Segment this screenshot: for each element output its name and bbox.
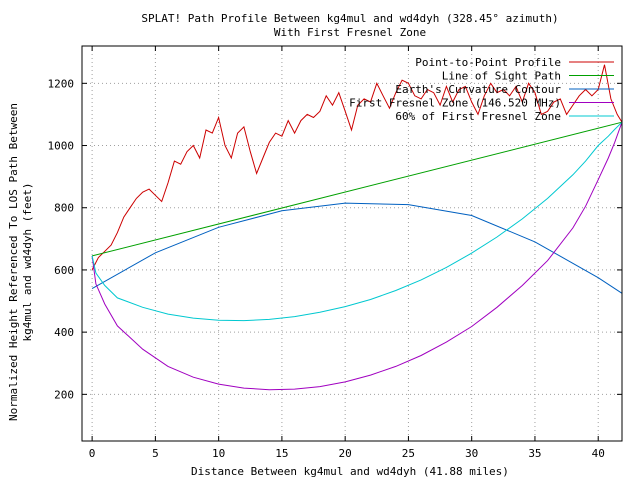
series-line-point-to-point-profile: [91, 64, 623, 271]
chart-title-line2: With First Fresnel Zone: [274, 26, 426, 39]
legend-label: 60% of First Fresnel Zone: [395, 110, 561, 123]
x-axis-label: Distance Between kg4mul and wd4dyh (41.8…: [191, 465, 509, 478]
y-tick-label: 800: [54, 202, 74, 215]
series-line-earth-s-curvature-contour: [91, 202, 623, 294]
x-tick-label: 0: [89, 447, 96, 460]
x-tick-label: 5: [152, 447, 159, 460]
y-tick-label: 400: [54, 326, 74, 339]
y-axis-label-line1: Normalized Height Referenced To LOS Path…: [7, 103, 20, 421]
y-axis-label-line2: kg4mul and wd4dyh (feet): [21, 183, 34, 342]
series-line-line-of-sight-path: [91, 121, 623, 257]
series-lines: [91, 64, 623, 391]
legend-label: Earth's Curvature Contour: [395, 83, 561, 96]
y-tick-label: 600: [54, 264, 74, 277]
y-tick-label: 200: [54, 388, 74, 401]
legend-label: Line of Sight Path: [442, 70, 561, 83]
x-tick-label: 40: [592, 447, 605, 460]
y-tick-label: 1200: [48, 77, 75, 90]
x-tick-label: 10: [212, 447, 225, 460]
x-tick-label: 15: [275, 447, 288, 460]
legend-label: First Fresnel Zone (146.520 MHz): [349, 97, 561, 110]
x-tick-label: 20: [339, 447, 352, 460]
x-tick-label: 35: [528, 447, 541, 460]
plot-frame: [81, 45, 623, 442]
series-line-first-fresnel-zone-146-520-mhz: [91, 122, 623, 391]
chart-title-line1: SPLAT! Path Profile Between kg4mul and w…: [141, 12, 558, 25]
series-line-60-of-first-fresnel-zone: [91, 121, 623, 322]
legend-label: Point-to-Point Profile: [415, 56, 561, 69]
x-tick-label: 25: [402, 447, 415, 460]
axis-ticks: 0 5 10 15 20 25 30 35 40 200 400 600 800 1000 1200: [48, 46, 622, 460]
x-tick-label: 30: [465, 447, 478, 460]
y-tick-label: 1000: [48, 140, 75, 153]
